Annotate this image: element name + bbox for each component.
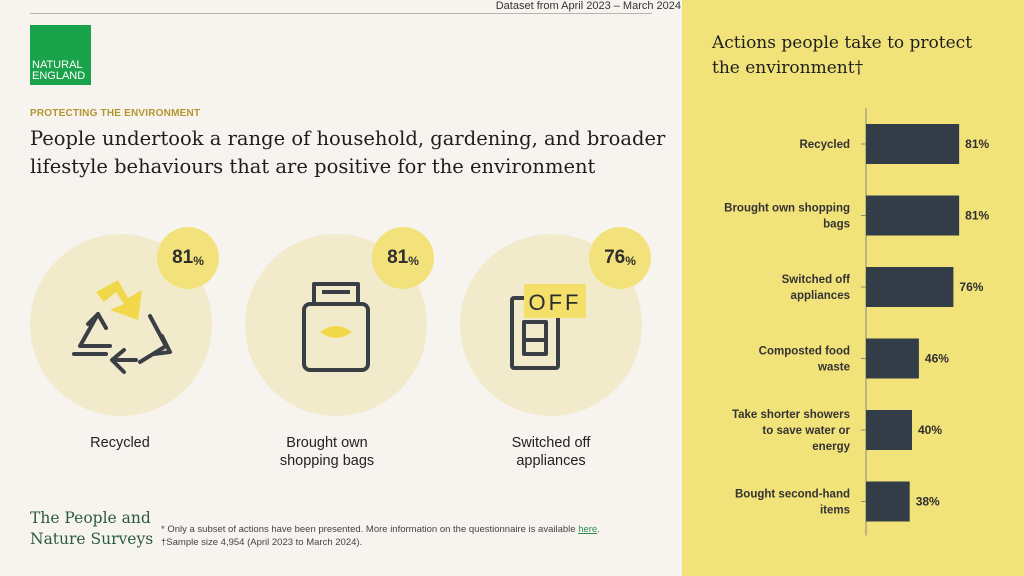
actions-bar-chart: 81% Recycled 81% Brought own shopping bags 76… (724, 108, 989, 536)
shopping-bag-icon (302, 282, 370, 372)
highlight-value-recycled: 81% (157, 227, 219, 289)
bar (866, 481, 910, 522)
footnotes: * Only a subset of actions have been pre… (161, 523, 600, 549)
section-eyebrow: PROTECTING THE ENVIRONMENT (30, 108, 201, 119)
bar (866, 195, 960, 236)
questionnaire-link[interactable]: here (578, 524, 598, 535)
chart-title: Actions people take to protect the envir… (712, 33, 973, 78)
category-label: Composted food waste (759, 346, 850, 374)
off-label: OFF (529, 290, 582, 315)
footnote-sample: †Sample size 4,954 (April 2023 to March … (161, 537, 363, 548)
bar-value-label: 76% (959, 280, 983, 294)
category-label: Take shorter showers to save water or ener… (732, 409, 851, 453)
highlight-value-switch: 76% (589, 227, 651, 289)
bar-value-label: 38% (916, 495, 940, 509)
highlight-value-bags: 81% (372, 227, 434, 289)
highlight-label-switch: Switched off appliances (511, 435, 591, 469)
category-label: Brought own shopping bags (724, 203, 850, 231)
highlight-label-recycled: Recycled (90, 435, 150, 451)
category-label: Bought second-hand items (735, 489, 850, 517)
right-panel (682, 0, 1024, 576)
category-label: Switched off appliances (782, 274, 851, 302)
bar-value-label: 40% (918, 423, 942, 437)
logo-line-2: ENGLAND (32, 70, 86, 82)
footnote-subset: * Only a subset of actions have been pre… (161, 524, 600, 535)
bar-value-label: 81% (965, 209, 989, 223)
bar (866, 267, 954, 307)
switch-off-icon: OFF (510, 284, 586, 370)
recycle-icon (72, 280, 172, 374)
category-label: Recycled (799, 139, 850, 151)
bar (866, 124, 960, 164)
bar (866, 410, 912, 450)
bar (866, 338, 919, 379)
dataset-note: Dataset from April 2023 – March 2024 (495, 0, 681, 12)
natural-england-logo: NATURAL ENGLAND (30, 25, 91, 85)
surveys-brand: The People and Nature Surveys (30, 509, 154, 548)
bar-value-label: 81% (965, 137, 989, 151)
page-title: People undertook a range of household, g… (30, 127, 666, 178)
highlight-label-bags: Brought own shopping bags (279, 435, 375, 469)
logo-line-1: NATURAL (32, 59, 83, 71)
top-divider (30, 13, 652, 14)
bar-value-label: 46% (925, 352, 949, 366)
